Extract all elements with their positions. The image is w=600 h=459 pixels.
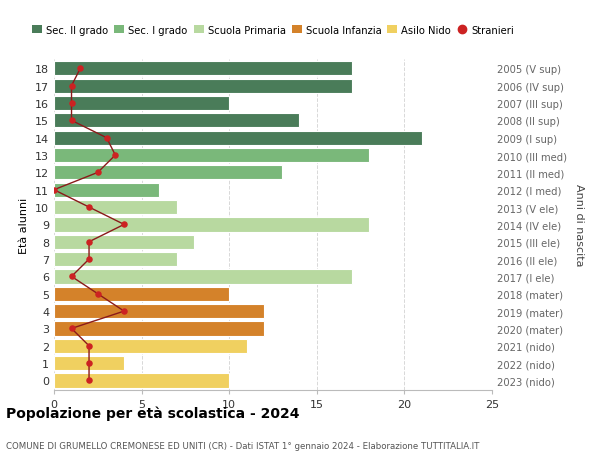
Bar: [54, 131, 422, 146]
Point: [49, 187, 59, 194]
Point: [67, 83, 76, 90]
Bar: [54, 235, 194, 249]
Point: [67, 325, 76, 332]
Bar: [54, 97, 229, 111]
Y-axis label: Anni di nascita: Anni di nascita: [574, 184, 584, 266]
Bar: [54, 62, 352, 76]
Bar: [54, 374, 229, 388]
Point: [84, 256, 94, 263]
Point: [84, 342, 94, 350]
Bar: [54, 183, 159, 197]
Bar: [54, 166, 282, 180]
Legend: Sec. II grado, Sec. I grado, Scuola Primaria, Scuola Infanzia, Asilo Nido, Stran: Sec. II grado, Sec. I grado, Scuola Prim…: [28, 22, 518, 39]
Point: [84, 239, 94, 246]
Point: [67, 118, 76, 125]
Point: [84, 377, 94, 384]
Bar: [54, 149, 370, 163]
Point: [93, 291, 103, 298]
Text: COMUNE DI GRUMELLO CREMONESE ED UNITI (CR) - Dati ISTAT 1° gennaio 2024 - Elabor: COMUNE DI GRUMELLO CREMONESE ED UNITI (C…: [6, 441, 479, 450]
Bar: [54, 252, 176, 267]
Text: Popolazione per età scolastica - 2024: Popolazione per età scolastica - 2024: [6, 405, 299, 420]
Point: [76, 66, 85, 73]
Bar: [54, 201, 176, 215]
Bar: [54, 270, 352, 284]
Point: [110, 152, 120, 159]
Y-axis label: Età alunni: Età alunni: [19, 197, 29, 253]
Bar: [54, 287, 229, 301]
Point: [67, 273, 76, 280]
Bar: [54, 79, 352, 94]
Point: [93, 169, 103, 177]
Point: [67, 100, 76, 107]
Point: [84, 204, 94, 211]
Bar: [54, 356, 124, 370]
Point: [119, 221, 129, 229]
Point: [119, 308, 129, 315]
Bar: [54, 218, 370, 232]
Bar: [54, 114, 299, 128]
Bar: [54, 339, 247, 353]
Point: [102, 135, 112, 142]
Bar: [54, 304, 264, 319]
Point: [84, 360, 94, 367]
Bar: [54, 322, 264, 336]
